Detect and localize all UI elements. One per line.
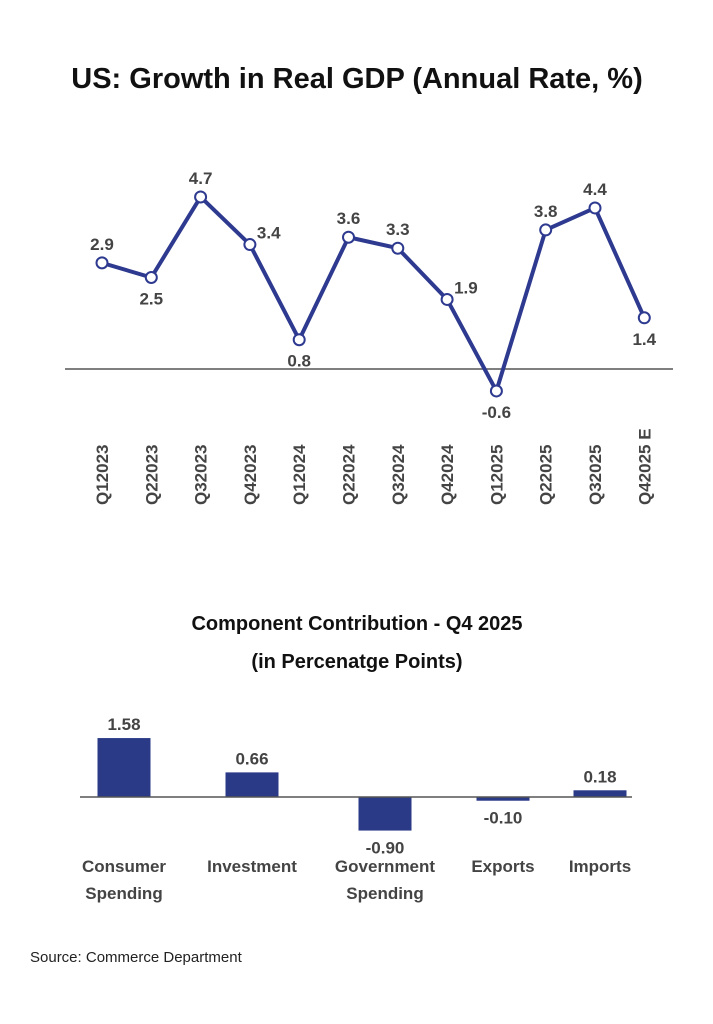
data-label: 4.4	[583, 180, 607, 199]
data-point	[391, 241, 405, 255]
bar-value-label: 1.58	[107, 715, 140, 734]
bar-chart: 1.58 Consumer Spending 0.66 Investment -0.90G…	[80, 715, 632, 903]
source-note: Source: Commerce Department	[30, 949, 243, 966]
data-point	[539, 223, 553, 237]
data-label: 3.8	[534, 202, 558, 221]
line-chart: 2.9 Q12023 2.5 Q22023 4.7 Q32023 3.4 Q42023 0.8 Q…	[65, 169, 673, 505]
x-tick-label: Q32023	[192, 445, 211, 506]
x-tick-label: Q42024	[438, 444, 457, 505]
category-label: Exports	[471, 857, 534, 876]
bar	[97, 738, 151, 797]
x-tick-label: Q12025	[487, 445, 506, 506]
data-label: 1.9	[454, 278, 478, 297]
data-point	[588, 201, 602, 215]
x-tick-label: Q12023	[93, 445, 112, 506]
data-label: 4.7	[189, 169, 213, 188]
data-point	[194, 190, 208, 204]
x-tick-label: Q22023	[142, 445, 161, 506]
category-label: Government	[335, 857, 435, 876]
data-label: -0.6	[482, 403, 511, 422]
category-label: Consumer	[82, 857, 166, 876]
bar-value-label: -0.90	[366, 839, 405, 858]
bar	[358, 797, 412, 831]
x-tick-label: Q42023	[241, 445, 260, 506]
category-label: Spending	[346, 884, 423, 903]
line-chart-title: US: Growth in Real GDP (Annual Rate, %)	[71, 63, 642, 95]
bar	[476, 797, 530, 801]
bar-value-label: 0.66	[235, 749, 268, 768]
data-point	[292, 333, 306, 347]
bar-chart-title: Component Contribution - Q4 2025	[191, 613, 522, 635]
data-label: 0.8	[287, 352, 311, 371]
bar-value-label: 0.18	[583, 767, 616, 786]
data-label: 1.4	[632, 330, 656, 349]
data-label: 3.6	[337, 209, 361, 228]
data-point	[637, 311, 651, 325]
data-point	[95, 256, 109, 270]
data-point	[144, 271, 158, 284]
x-tick-label: Q42025 E	[635, 428, 654, 505]
data-point	[342, 230, 355, 244]
data-point	[489, 384, 503, 398]
bar	[573, 790, 627, 797]
x-tick-label: Q22025	[537, 445, 556, 506]
x-tick-label: Q32025	[586, 445, 605, 506]
category-label: Imports	[569, 857, 631, 876]
data-point	[243, 238, 257, 252]
category-label: Investment	[207, 857, 297, 876]
data-label: 3.3	[386, 220, 410, 239]
x-tick-label: Q22024	[340, 444, 359, 505]
data-point	[440, 292, 454, 306]
data-label: 2.9	[90, 235, 114, 254]
bar-chart-subtitle: (in Percenatge Points)	[251, 651, 462, 673]
bar	[225, 772, 279, 797]
category-label: Spending	[85, 884, 162, 903]
gdp-series-line	[101, 194, 647, 393]
data-label: 2.5	[139, 290, 163, 309]
data-label: 3.4	[257, 224, 281, 243]
x-tick-label: Q12024	[290, 444, 309, 505]
x-tick-label: Q32024	[389, 444, 408, 505]
bar-value-label: -0.10	[484, 809, 523, 828]
